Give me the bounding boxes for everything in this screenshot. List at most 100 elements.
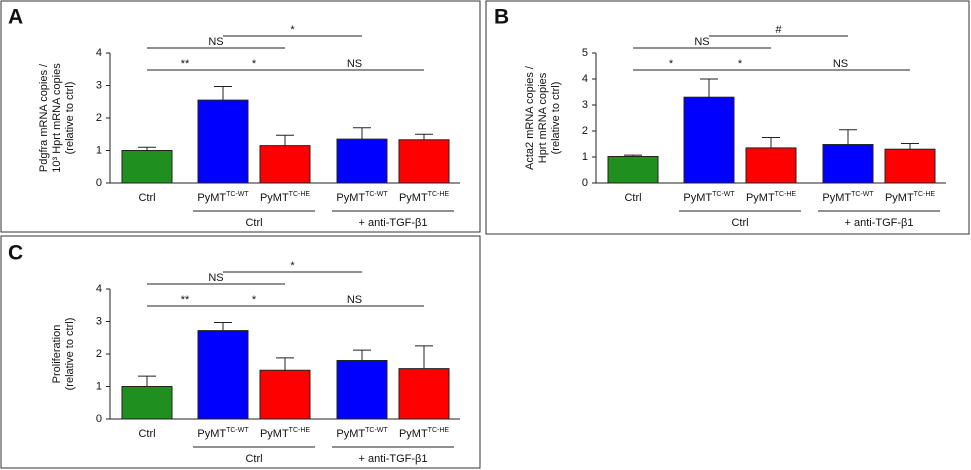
bar xyxy=(259,145,311,184)
category-label: PyMTTC-WT xyxy=(822,191,874,204)
group-label: + anti-TGF-β1 xyxy=(359,217,428,229)
group-label: Ctrl xyxy=(245,453,262,465)
y-axis-label: Pdgfra mRNA copies / xyxy=(38,63,50,172)
category-superscript: TC-HE xyxy=(914,191,936,198)
category-superscript: TC-WT xyxy=(226,427,249,434)
y-tick-label: 4 xyxy=(582,73,588,85)
category-name: PyMT xyxy=(197,192,226,204)
bar xyxy=(884,148,936,184)
error-bar xyxy=(353,127,371,140)
category-label: PyMTTC-HE xyxy=(260,427,310,440)
category-name: PyMT xyxy=(399,192,428,204)
category-name: PyMT xyxy=(885,192,914,204)
category-name: Ctrl xyxy=(624,192,641,204)
bar xyxy=(683,96,735,184)
y-axis-label: Hprt mRNA copies xyxy=(537,72,549,163)
significance-label: NS xyxy=(208,272,223,284)
category-label: Ctrl xyxy=(624,192,641,204)
y-tick-label: 4 xyxy=(96,47,102,59)
y-tick-label: 3 xyxy=(96,315,102,327)
y-tick-label: 5 xyxy=(582,47,588,59)
significance-label: * xyxy=(252,58,257,70)
panel-frame xyxy=(0,0,481,233)
error-bar xyxy=(624,154,642,157)
category-superscript: TC-HE xyxy=(428,191,450,198)
error-bar xyxy=(415,133,433,140)
y-axis-label: (relative to ctrl) xyxy=(64,82,76,155)
group-label: + anti-TGF-β1 xyxy=(845,217,914,229)
category-label: PyMTTC-WT xyxy=(683,191,735,204)
category-label: PyMTTC-HE xyxy=(885,191,935,204)
panel-label: A xyxy=(8,6,23,29)
bar xyxy=(607,155,659,184)
error-bar xyxy=(762,137,780,148)
y-tick-label: 2 xyxy=(582,125,588,137)
significance-label: # xyxy=(775,24,782,36)
significance-label: * xyxy=(290,24,295,36)
category-superscript: TC-HE xyxy=(289,191,311,198)
significance-label: * xyxy=(669,58,674,70)
significance-label: NS xyxy=(208,36,223,48)
category-name: Ctrl xyxy=(138,192,155,204)
panel-frame xyxy=(485,0,970,235)
y-tick-label: 1 xyxy=(582,151,588,163)
category-superscript: TC-WT xyxy=(365,427,388,434)
bar xyxy=(398,139,450,184)
bar xyxy=(197,99,249,184)
category-name: PyMT xyxy=(683,192,712,204)
group-label: + anti-TGF-β1 xyxy=(359,453,428,465)
y-tick-label: 0 xyxy=(96,177,102,189)
category-superscript: TC-HE xyxy=(775,191,797,198)
category-name: PyMT xyxy=(260,192,289,204)
category-label: PyMTTC-WT xyxy=(336,191,388,204)
category-label: PyMTTC-HE xyxy=(399,427,449,440)
bar xyxy=(336,360,388,420)
bar xyxy=(197,330,249,420)
category-name: PyMT xyxy=(746,192,775,204)
significance-label: * xyxy=(290,260,295,272)
category-superscript: TC-WT xyxy=(712,191,735,198)
category-name: PyMT xyxy=(336,428,365,440)
bar xyxy=(822,144,874,184)
panel-frame xyxy=(0,235,481,469)
bar xyxy=(336,138,388,184)
panel-label: C xyxy=(8,242,23,265)
category-label: PyMTTC-WT xyxy=(336,427,388,440)
y-axis-label: (relative to ctrl) xyxy=(550,82,562,155)
bar xyxy=(121,386,173,420)
y-tick-label: 1 xyxy=(96,144,102,156)
category-name: PyMT xyxy=(336,192,365,204)
y-tick-label: 2 xyxy=(96,112,102,124)
panel-label: B xyxy=(494,6,509,29)
significance-label: ** xyxy=(181,294,190,306)
y-tick-label: 3 xyxy=(96,79,102,91)
y-tick-label: 2 xyxy=(96,348,102,360)
bar xyxy=(259,369,311,420)
y-tick-label: 1 xyxy=(96,380,102,392)
category-superscript: TC-WT xyxy=(851,191,874,198)
category-label: PyMTTC-HE xyxy=(399,191,449,204)
category-name: PyMT xyxy=(822,192,851,204)
category-label: PyMTTC-HE xyxy=(746,191,796,204)
y-axis-label: (relative to ctrl) xyxy=(64,318,76,391)
y-axis-label: 10³ Hprt mRNA copies xyxy=(51,63,63,173)
error-bar xyxy=(353,349,371,361)
y-tick-label: 0 xyxy=(582,177,588,189)
significance-label: NS xyxy=(347,294,362,306)
bar xyxy=(121,150,173,184)
y-axis-label: Acta2 mRNA copies / xyxy=(524,65,536,170)
category-superscript: TC-WT xyxy=(226,191,249,198)
y-tick-label: 3 xyxy=(582,99,588,111)
error-bar xyxy=(700,78,718,98)
group-label: Ctrl xyxy=(245,217,262,229)
error-bar xyxy=(138,146,156,151)
significance-label: * xyxy=(252,294,257,306)
significance-label: NS xyxy=(833,58,848,70)
bar xyxy=(398,368,450,420)
error-bar xyxy=(276,357,294,371)
category-name: PyMT xyxy=(260,428,289,440)
y-tick-label: 4 xyxy=(96,283,102,295)
error-bar xyxy=(138,375,156,387)
category-label: PyMTTC-WT xyxy=(197,427,249,440)
bar xyxy=(745,147,797,184)
